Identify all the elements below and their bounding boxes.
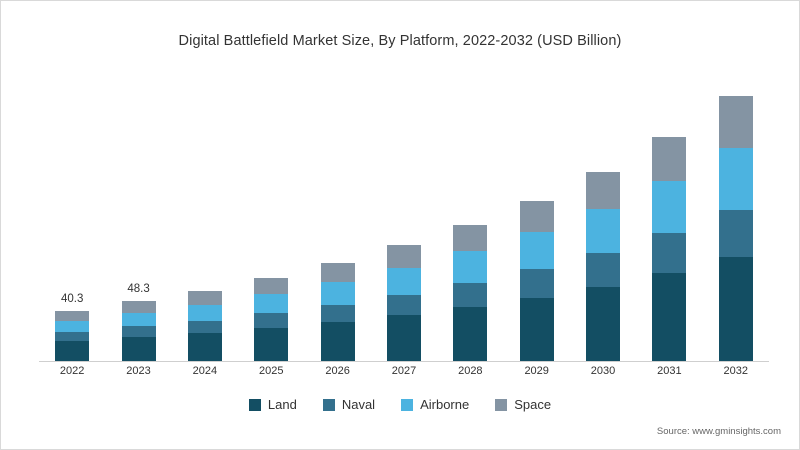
legend-item-space[interactable]: Space xyxy=(495,397,551,412)
legend-swatch-icon xyxy=(495,398,508,411)
bar-segment-land[interactable] xyxy=(55,340,90,361)
legend-label: Naval xyxy=(341,397,376,412)
page-title: Digital Battlefield Market Size, By Plat… xyxy=(178,33,622,49)
bar-segment-land[interactable] xyxy=(320,321,355,361)
legend-item-naval[interactable]: Naval xyxy=(322,397,376,412)
bar-group[interactable] xyxy=(439,77,501,361)
bar-segment-naval[interactable] xyxy=(453,282,488,308)
bar-segment-naval[interactable] xyxy=(519,269,554,298)
bar-group[interactable] xyxy=(307,77,369,361)
legend-swatch-icon xyxy=(322,398,335,411)
bar-segment-land[interactable] xyxy=(586,286,621,361)
source-credit: Source: www.gminsights.com xyxy=(656,426,781,437)
bar-value-label: 40.3 xyxy=(60,293,84,306)
x-axis-tick-labels: 2022 2023 2024 2025 2026 2027 2028 2029 2030 2031… xyxy=(39,365,769,377)
bar-segment-land[interactable] xyxy=(187,333,222,361)
bar-series-container: 40.3 48.3 xyxy=(39,77,769,361)
legend-item-airborne[interactable]: Airborne xyxy=(401,397,469,412)
bar-segment-airborne[interactable] xyxy=(718,147,753,210)
bar-segment-naval[interactable] xyxy=(55,331,90,341)
bar-segment-naval[interactable] xyxy=(187,320,222,334)
bar-segment-airborne[interactable] xyxy=(386,268,421,295)
bar-segment-naval[interactable] xyxy=(386,294,421,316)
bar-segment-land[interactable] xyxy=(519,297,554,361)
bar-segment-space[interactable] xyxy=(254,278,289,295)
legend-swatch-icon xyxy=(248,398,261,411)
bar-stack xyxy=(55,311,90,361)
legend-label: Airborne xyxy=(420,397,470,412)
x-tick-label: 2030 xyxy=(590,365,616,377)
bar-group[interactable] xyxy=(572,77,634,361)
bar-stack xyxy=(453,224,488,361)
x-tick-label: 2029 xyxy=(524,365,549,377)
bar-group[interactable]: 40.3 xyxy=(41,77,103,361)
bar-segment-airborne[interactable] xyxy=(121,312,156,327)
bar-segment-land[interactable] xyxy=(652,273,687,361)
bar-segment-space[interactable] xyxy=(519,200,554,233)
bar-stack xyxy=(586,172,621,361)
bar-segment-naval[interactable] xyxy=(121,326,156,337)
legend-item-land[interactable]: Land xyxy=(248,397,297,412)
bar-segment-naval[interactable] xyxy=(652,233,687,274)
bar-segment-airborne[interactable] xyxy=(519,232,554,270)
bar-stack xyxy=(652,137,687,361)
x-tick-label: 2026 xyxy=(325,365,350,377)
bar-stack xyxy=(121,301,156,361)
bar-segment-land[interactable] xyxy=(254,328,289,361)
bar-group[interactable] xyxy=(506,77,568,361)
legend-label: Land xyxy=(267,397,297,412)
chart-legend: Land Naval Airborne Space xyxy=(1,397,799,412)
bar-segment-land[interactable] xyxy=(453,307,488,361)
bar-segment-airborne[interactable] xyxy=(55,320,90,332)
bar-segment-space[interactable] xyxy=(187,291,222,305)
bar-segment-airborne[interactable] xyxy=(586,209,621,254)
bar-segment-space[interactable] xyxy=(320,262,355,282)
bar-stack xyxy=(718,95,753,361)
bar-segment-space[interactable] xyxy=(55,311,90,321)
bar-segment-airborne[interactable] xyxy=(187,304,222,321)
bar-stack xyxy=(254,278,289,361)
x-tick-label: 2031 xyxy=(657,365,682,377)
bar-segment-space[interactable] xyxy=(386,245,421,269)
bar-segment-airborne[interactable] xyxy=(652,181,687,234)
x-tick-label: 2025 xyxy=(259,365,284,377)
bar-segment-naval[interactable] xyxy=(254,313,289,329)
bar-segment-naval[interactable] xyxy=(320,304,355,322)
bar-segment-land[interactable] xyxy=(718,256,753,361)
bar-segment-airborne[interactable] xyxy=(453,251,488,283)
bar-segment-space[interactable] xyxy=(586,172,621,210)
bar-stack xyxy=(320,262,355,361)
x-tick-label: 2023 xyxy=(126,365,151,377)
bar-stack xyxy=(187,291,222,361)
bar-group[interactable] xyxy=(638,77,700,361)
bar-group[interactable] xyxy=(705,77,767,361)
plot-area: 40.3 48.3 xyxy=(39,77,769,362)
x-tick-label: 2022 xyxy=(59,365,85,377)
bar-group[interactable] xyxy=(240,77,302,361)
bar-segment-airborne[interactable] xyxy=(254,294,289,314)
bar-segment-land[interactable] xyxy=(121,336,156,361)
bar-segment-space[interactable] xyxy=(718,95,753,148)
x-axis-line xyxy=(39,361,769,362)
bar-value-label: 48.3 xyxy=(127,283,150,296)
bar-segment-space[interactable] xyxy=(121,301,156,313)
x-tick-label: 2027 xyxy=(391,365,417,377)
bar-stack xyxy=(386,245,421,361)
x-tick-label: 2028 xyxy=(458,365,483,377)
bar-stack xyxy=(519,200,554,361)
bar-segment-land[interactable] xyxy=(386,315,421,361)
x-tick-label: 2032 xyxy=(723,365,748,377)
bar-segment-naval[interactable] xyxy=(586,253,621,287)
bar-segment-space[interactable] xyxy=(453,224,488,252)
bar-group[interactable] xyxy=(373,77,435,361)
bar-segment-airborne[interactable] xyxy=(320,281,355,305)
bar-group[interactable]: 48.3 xyxy=(108,77,170,361)
bar-segment-naval[interactable] xyxy=(718,209,753,257)
legend-label: Space xyxy=(514,397,552,412)
x-tick-label: 2024 xyxy=(192,365,218,377)
bar-group[interactable] xyxy=(174,77,236,361)
bar-segment-space[interactable] xyxy=(652,137,687,182)
legend-swatch-icon xyxy=(401,398,414,411)
